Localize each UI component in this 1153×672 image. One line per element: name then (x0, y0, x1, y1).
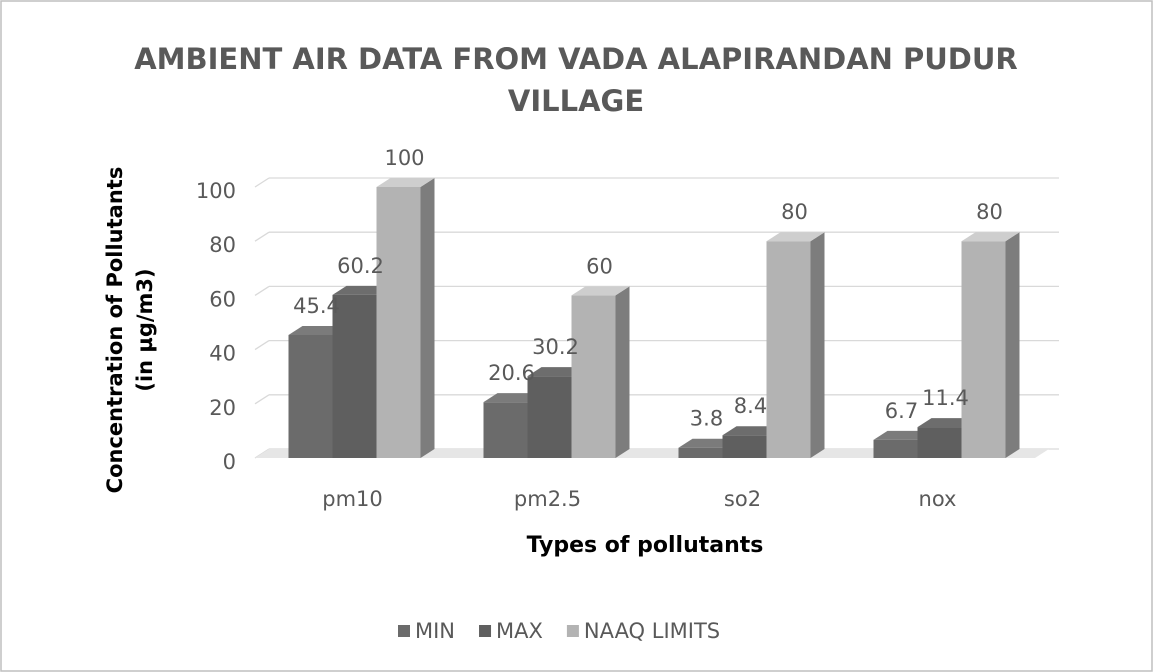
value-label: 60.2 (337, 254, 384, 278)
bar (678, 447, 723, 458)
value-label: 100 (384, 146, 424, 170)
bar (288, 334, 333, 458)
bar (961, 241, 1006, 458)
bar-top (766, 232, 825, 242)
x-tick-label: pm10 (322, 487, 383, 511)
grid-line (254, 177, 270, 188)
chart-title: AMBIENT AIR DATA FROM VADA ALAPIRANDAN P… (134, 42, 1018, 118)
legend-label: MAX (496, 619, 543, 643)
y-tick-label: 60 (209, 287, 236, 311)
bar (527, 376, 572, 458)
value-label: 30.2 (532, 335, 579, 359)
floor (255, 449, 1049, 458)
bar-top (288, 325, 347, 335)
y-tick-label: 0 (223, 450, 236, 474)
bar-top (571, 286, 630, 296)
bar (571, 295, 616, 458)
bar-top (678, 438, 737, 448)
bar-top (873, 430, 932, 440)
bar (873, 439, 918, 458)
bar-top (961, 232, 1020, 242)
bar (722, 435, 767, 458)
grid-line (254, 340, 270, 351)
bar-side (420, 178, 435, 458)
bar-side (615, 286, 630, 458)
x-tick-label: pm2.5 (514, 487, 581, 511)
bar-top (917, 418, 976, 428)
grid-line (254, 231, 270, 242)
value-label: 6.7 (885, 399, 918, 423)
value-label: 45.4 (293, 294, 340, 318)
y-tick-label: 20 (209, 396, 236, 420)
bar-top (483, 393, 542, 403)
bar (376, 187, 421, 458)
bar-side (810, 232, 825, 458)
bar (332, 294, 377, 458)
bar-top (332, 285, 391, 295)
value-label: 20.6 (488, 361, 535, 385)
legend-label: MIN (415, 619, 455, 643)
bar-top (376, 178, 435, 187)
value-label: 11.4 (922, 386, 969, 410)
value-label: 3.8 (690, 407, 723, 431)
grid-line (254, 285, 270, 296)
x-tick-label: nox (919, 487, 957, 511)
legend-swatch (479, 625, 492, 637)
x-axis-label: Types of pollutants (527, 533, 764, 558)
value-label: 80 (976, 200, 1003, 224)
y-tick-label: 100 (196, 179, 236, 203)
y-tick-label: 40 (209, 342, 236, 366)
y-tick-label: 80 (209, 233, 236, 257)
grid-line (254, 394, 270, 405)
bar (483, 402, 528, 458)
x-tick-label: so2 (724, 487, 761, 511)
bar (766, 241, 811, 458)
value-label: 80 (781, 200, 808, 224)
bar-top (527, 367, 586, 377)
bar (917, 427, 962, 458)
value-label: 8.4 (734, 394, 767, 418)
legend-swatch (398, 625, 410, 637)
legend-label: NAAQ LIMITS (584, 619, 720, 643)
legend-swatch (566, 625, 579, 637)
y-axis-label: Concentration of Pollutants (in µg/m3) (103, 166, 157, 494)
bar-top (722, 426, 781, 436)
value-label: 60 (586, 254, 613, 278)
bar-side (1005, 232, 1020, 458)
